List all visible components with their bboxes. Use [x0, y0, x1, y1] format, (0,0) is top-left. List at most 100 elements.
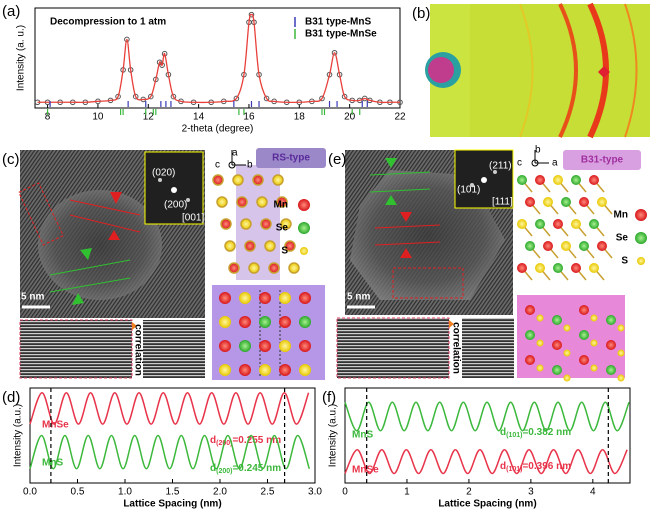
x-tick-label: 1.5 — [166, 487, 180, 498]
atom — [536, 364, 544, 372]
atom — [259, 340, 271, 352]
atom — [606, 315, 616, 325]
zone-label: [001] — [182, 213, 204, 224]
panel-label: (d) — [2, 389, 20, 406]
plot-frame — [34, 7, 401, 109]
x-tick-label: 3.0 — [308, 487, 322, 498]
label-part: =0.255 nm — [232, 435, 281, 446]
atom — [617, 324, 625, 332]
atom — [220, 218, 232, 230]
data-point — [147, 93, 154, 100]
label-part: d — [500, 461, 506, 472]
label-part: =0.396 nm — [522, 461, 571, 472]
label-part: (101) — [506, 466, 522, 473]
scale-label: 5 nm — [21, 292, 44, 303]
atom — [617, 374, 625, 382]
tem-image — [18, 150, 205, 379]
y-axis-label: Intensity (a.u.) — [328, 404, 339, 467]
series-label: MnS — [42, 458, 63, 469]
atom — [212, 174, 224, 186]
spacing-label: d(200)=0.245 nm — [210, 463, 281, 475]
data-point — [132, 93, 139, 100]
atom — [279, 340, 291, 352]
legend-ball — [635, 232, 647, 244]
spot-label: (211) — [489, 161, 512, 172]
atom — [535, 219, 545, 229]
atom — [517, 263, 527, 273]
atom — [571, 219, 581, 229]
element-label: S — [281, 246, 288, 257]
atom — [589, 175, 599, 185]
legend-ball — [635, 209, 647, 221]
atom — [239, 316, 251, 328]
zone-label: [111] — [492, 197, 513, 208]
atom — [259, 364, 271, 376]
element-label: Se — [616, 233, 629, 244]
atom — [543, 241, 553, 251]
label-part: =0.382 nm — [522, 427, 571, 438]
atom — [525, 330, 535, 340]
atom — [589, 263, 599, 273]
x-tick-label: 4 — [590, 487, 596, 498]
label-part: d — [210, 435, 216, 446]
series-label: MnS — [352, 430, 373, 441]
panel-label: (b) — [412, 5, 430, 22]
atom — [268, 262, 280, 274]
atom — [536, 339, 544, 347]
label-box — [563, 150, 641, 170]
atom — [579, 355, 589, 365]
element-label: S — [621, 256, 628, 267]
atom — [579, 197, 589, 207]
x-tick-label: 22 — [394, 112, 406, 123]
atom — [552, 365, 562, 375]
atom — [264, 240, 276, 252]
atom — [232, 174, 244, 186]
atom — [525, 197, 535, 207]
atom — [299, 340, 311, 352]
x-tick-label: 0.0 — [23, 487, 37, 498]
atom — [256, 196, 268, 208]
data-point — [263, 95, 270, 102]
scale-label: 5 nm — [347, 292, 370, 303]
atom — [219, 292, 231, 304]
atom — [606, 365, 616, 375]
panel-label: (e) — [328, 151, 346, 168]
x-axis-label: Lattice Spacing (nm) — [123, 499, 221, 509]
crystal-structure — [517, 175, 625, 382]
label-part: d — [210, 463, 216, 474]
atom — [219, 340, 231, 352]
data-point — [124, 36, 130, 43]
label-part: d — [500, 427, 506, 438]
atom — [579, 241, 589, 251]
x-tick-label: 2.5 — [261, 487, 275, 498]
wave-line — [29, 391, 310, 425]
series-label: MnSe — [42, 420, 69, 431]
element-label: Se — [276, 223, 289, 234]
axis-label: b — [535, 145, 541, 156]
atom — [276, 196, 288, 208]
atom — [597, 197, 607, 207]
atom — [239, 292, 251, 304]
atom — [525, 305, 535, 315]
atom — [606, 340, 616, 350]
x-tick-label: 8 — [45, 112, 51, 123]
atom — [561, 241, 571, 251]
axis-label: a — [232, 148, 238, 159]
atom — [280, 218, 292, 230]
panel-label: (f) — [322, 389, 336, 406]
atom — [617, 349, 625, 357]
wave-line — [344, 448, 628, 475]
atom — [543, 197, 553, 207]
label-part: (200) — [216, 468, 232, 475]
x-tick-label: 1.0 — [118, 487, 132, 498]
panel-label: (a) — [2, 3, 20, 20]
atom — [571, 175, 581, 185]
atom — [553, 175, 563, 185]
atom — [284, 240, 296, 252]
spacing-label: d(101)=0.396 nm — [500, 461, 571, 473]
atom — [579, 330, 589, 340]
data-point — [331, 49, 338, 56]
atom — [535, 175, 545, 185]
atom — [279, 292, 291, 304]
atom — [240, 218, 252, 230]
